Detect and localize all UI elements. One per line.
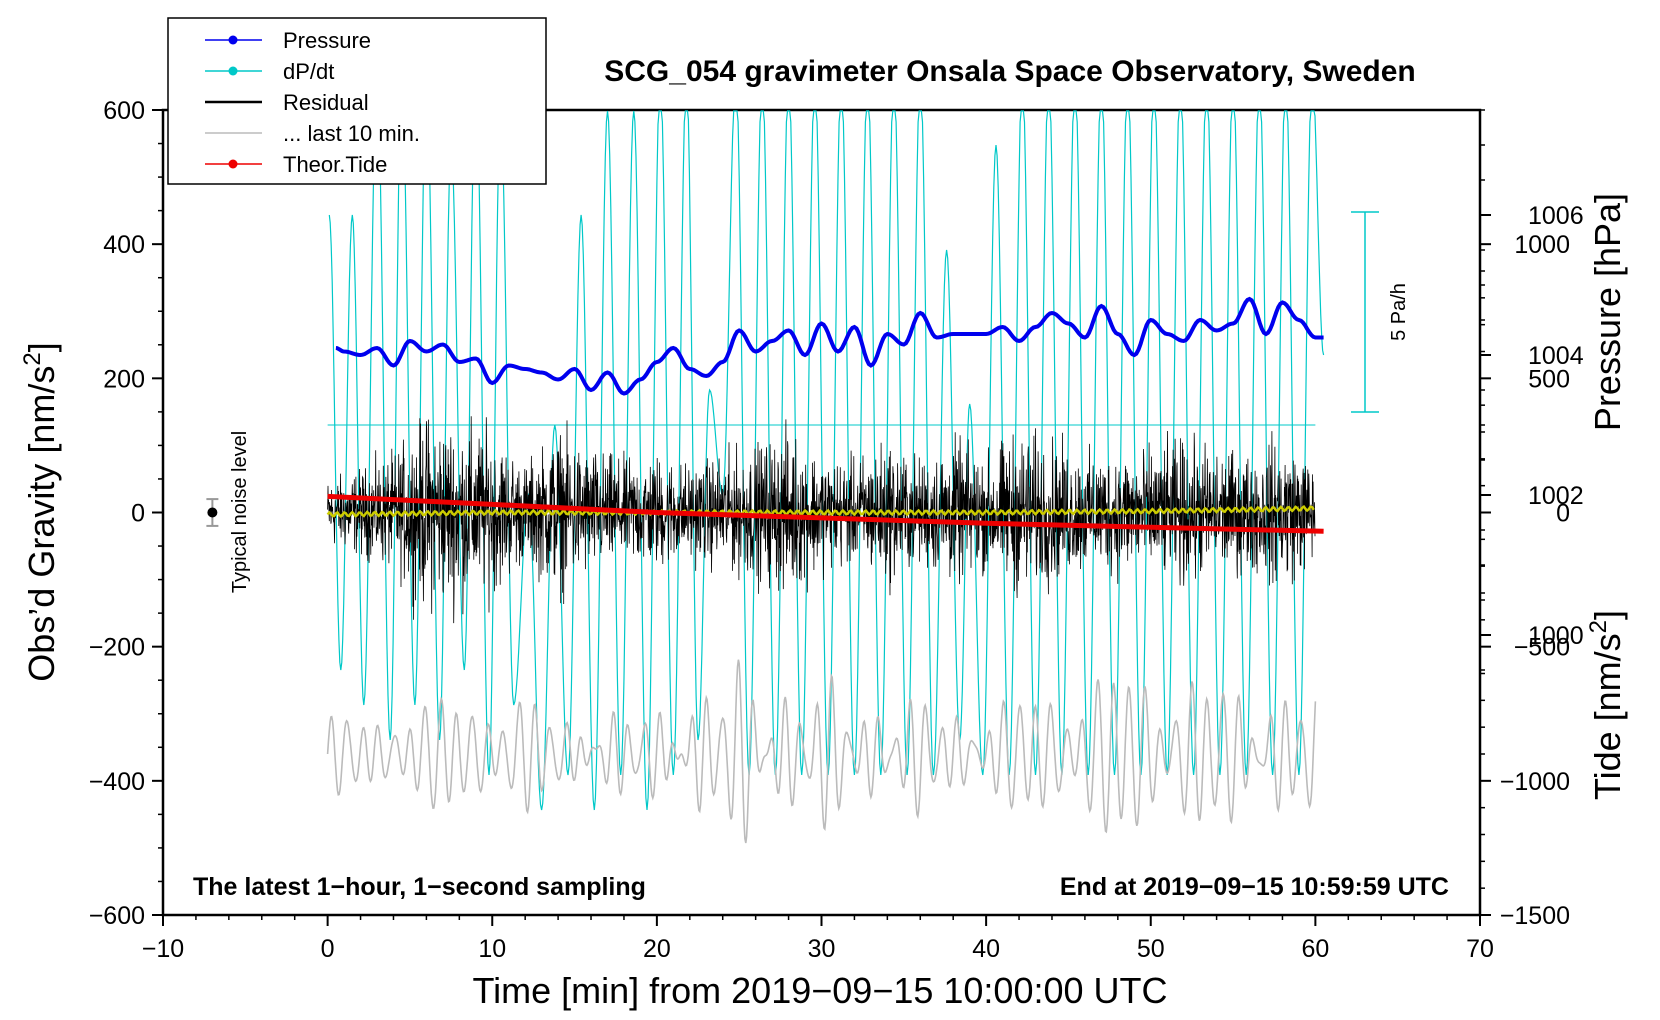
x-tick-label: 10 xyxy=(478,935,506,963)
pressure-axis-ticks: 1006 1004 1002 1000 xyxy=(1480,109,1584,671)
tide-tick-label: −500 xyxy=(1514,634,1570,662)
x-axis-ticks: −10 0 10 20 30 40 50 60 70 xyxy=(142,915,1494,963)
y-axis-label-pressure: Pressure [hPa] xyxy=(1587,193,1628,431)
smoothed-residual-line xyxy=(326,505,1315,519)
pressure-line xyxy=(335,296,1324,396)
gravity-tick-label: 600 xyxy=(103,97,145,125)
theoretical-tide-line xyxy=(327,493,1324,534)
x-tick-label: 20 xyxy=(643,935,671,963)
scale-bar-label: 5 Pa/h xyxy=(1388,283,1410,341)
x-tick-label: 30 xyxy=(808,935,836,963)
legend-entries: Pressure dP/dt Residual ... last 10 min. The… xyxy=(205,28,420,177)
x-tick-label: −10 xyxy=(142,935,184,963)
y-label-gravity-suffix: ] xyxy=(21,342,62,352)
chart-title: SCG_054 gravimeter Onsala Space Observat… xyxy=(604,55,1416,88)
noise-level-marker xyxy=(206,498,219,527)
gravity-axis-ticks: 600 400 200 0 −200 −400 −600 xyxy=(89,97,163,930)
legend-entry: Residual xyxy=(205,90,369,115)
residual-series xyxy=(327,416,1316,624)
theoretical-tide-series xyxy=(327,493,1324,534)
pressure-tick-label: 1002 xyxy=(1528,482,1584,510)
y-axis-label-tide: Tide [nm/s2] xyxy=(1585,610,1628,800)
legend-entry: Pressure xyxy=(205,28,371,53)
pressure-series xyxy=(335,296,1324,396)
legend-label: dP/dt xyxy=(283,59,334,84)
x-tick-label: 60 xyxy=(1301,935,1329,963)
dpdt-scale-bar xyxy=(1351,211,1379,413)
legend-entry: Theor.Tide xyxy=(205,152,387,177)
pressure-tick-label: 1004 xyxy=(1528,342,1584,370)
residual-line xyxy=(327,416,1316,624)
legend-marker xyxy=(228,159,238,169)
y-label-gravity-prefix: Obs’d Gravity [nm/s xyxy=(21,366,62,682)
noise-dot xyxy=(207,507,218,518)
legend-label: Theor.Tide xyxy=(283,152,387,177)
y-label-tide-sup: 2 xyxy=(1585,620,1612,633)
gravity-tick-label: 400 xyxy=(103,231,145,259)
x-axis-label: Time [min] from 2019−09−15 10:00:00 UTC xyxy=(472,970,1167,1011)
legend-entry: ... last 10 min. xyxy=(205,121,420,146)
tide-tick-label: −1500 xyxy=(1500,902,1570,930)
y-axis-label-gravity: Obs’d Gravity [nm/s2] xyxy=(19,342,62,681)
tide-tick-label: 0 xyxy=(1556,500,1570,528)
y-label-tide-prefix: Tide [nm/s xyxy=(1587,633,1628,800)
x-tick-label: 50 xyxy=(1137,935,1165,963)
last-10-min-series xyxy=(326,659,1317,844)
annotation-sampling: The latest 1−hour, 1−second sampling xyxy=(193,873,646,901)
pressure-tick-label: 1006 xyxy=(1528,202,1584,230)
tide-tick-label: −1000 xyxy=(1500,768,1570,796)
gravity-tick-label: −200 xyxy=(89,634,145,662)
legend-entry: dP/dt xyxy=(205,59,334,84)
legend-marker xyxy=(228,66,238,76)
gravity-tick-label: −600 xyxy=(89,902,145,930)
x-tick-label: 0 xyxy=(321,935,335,963)
legend-label: Pressure xyxy=(283,28,371,53)
y-label-gravity-sup: 2 xyxy=(19,352,46,365)
x-tick-label: 40 xyxy=(972,935,1000,963)
legend: Pressure dP/dt Residual ... last 10 min. The… xyxy=(167,17,547,185)
smoothed-residual-series xyxy=(326,505,1315,519)
last-10-min-line xyxy=(326,659,1317,844)
legend-marker xyxy=(228,35,238,45)
legend-label: Residual xyxy=(283,90,369,115)
y-label-tide-suffix: ] xyxy=(1587,610,1628,620)
annotation-end-time: End at 2019−09−15 10:59:59 UTC xyxy=(1060,873,1449,901)
gravity-tick-label: 200 xyxy=(103,365,145,393)
pressure-tick-label: 1000 xyxy=(1528,622,1584,650)
x-tick-label: 70 xyxy=(1466,935,1494,963)
tide-tick-label: 1000 xyxy=(1514,231,1570,259)
gravity-tick-label: 0 xyxy=(131,500,145,528)
legend-label: ... last 10 min. xyxy=(283,121,420,146)
gravity-tick-label: −400 xyxy=(89,768,145,796)
noise-level-label: Typical noise level xyxy=(229,431,251,593)
tide-tick-label: 500 xyxy=(1528,365,1570,393)
tide-axis-ticks: 1000 500 0 −500 −1000 −1500 xyxy=(1480,231,1570,930)
